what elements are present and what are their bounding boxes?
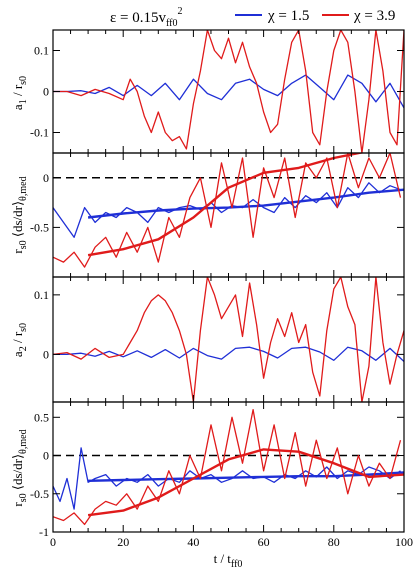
series-line-chi-3-9: [53, 153, 402, 268]
panel-4-ylabel: rs0 ⟨ds/dr⟩θ,med: [10, 429, 29, 506]
panel-3-series: [53, 277, 404, 402]
y-tick-label: 0: [43, 449, 49, 463]
legend: ε = 0.15vff02 χ = 1.5 χ = 3.9: [110, 6, 395, 29]
x-tick-label: 0: [50, 535, 56, 549]
x-tick-label: 60: [258, 535, 270, 549]
y-tick-label: 0.1: [34, 44, 49, 58]
legend-series-1-label: χ = 1.5: [267, 8, 309, 24]
series-line-chi-3-9: [53, 277, 404, 402]
panel-4-series: [53, 408, 404, 526]
y-tick-label: 0: [43, 347, 49, 361]
y-tick-label: -1: [39, 525, 49, 539]
y-tick-label: -0.1: [30, 126, 49, 140]
x-tick-label: 80: [328, 535, 340, 549]
legend-series-2-label: χ = 3.9: [353, 8, 395, 24]
panel-1-ylabel: a1 / rs0: [10, 76, 29, 110]
panel-2-ylabel: rs0 ⟨ds/dr⟩θ,med: [10, 176, 29, 253]
series-line-chi-1-5-smoothed: [88, 471, 404, 482]
y-tick-label: 0: [43, 171, 49, 185]
panels: -0.1 0 0.1 -0.5 0 0 0.1 -1 -0.5 0 0.5 0 20 40 60 80 100: [30, 29, 413, 549]
x-tick-label: 100: [395, 535, 413, 549]
series-line-chi-3-9: [53, 30, 404, 153]
panel-2-series: [53, 153, 404, 268]
y-tick-label: 0: [43, 85, 49, 99]
series-line-chi-1-5: [53, 182, 401, 238]
x-axis-title: t / tff0: [214, 551, 243, 569]
series-line-chi-1-5-smoothed: [87, 188, 404, 219]
legend-epsilon-label: ε = 0.15vff02: [110, 6, 183, 29]
y-tick-label: 0.1: [34, 288, 49, 302]
series-line-chi-3-9-smoothed: [87, 153, 366, 257]
series-line-chi-1-5: [53, 346, 404, 362]
y-tick-label: -0.5: [30, 487, 49, 501]
y-tick-label: 0.5: [34, 410, 49, 424]
panel-3-frame: [52, 276, 405, 403]
panel-1-series: [53, 30, 404, 153]
series-line-chi-3-9-smoothed: [87, 448, 404, 517]
y-tick-label: -0.5: [30, 220, 49, 234]
series-line-chi-1-5: [53, 74, 404, 109]
panel-3-ylabel: a2 / rs0: [10, 323, 29, 357]
x-tick-label: 40: [187, 535, 199, 549]
series-line-chi-3-9: [53, 408, 402, 526]
x-tick-label: 20: [117, 535, 129, 549]
